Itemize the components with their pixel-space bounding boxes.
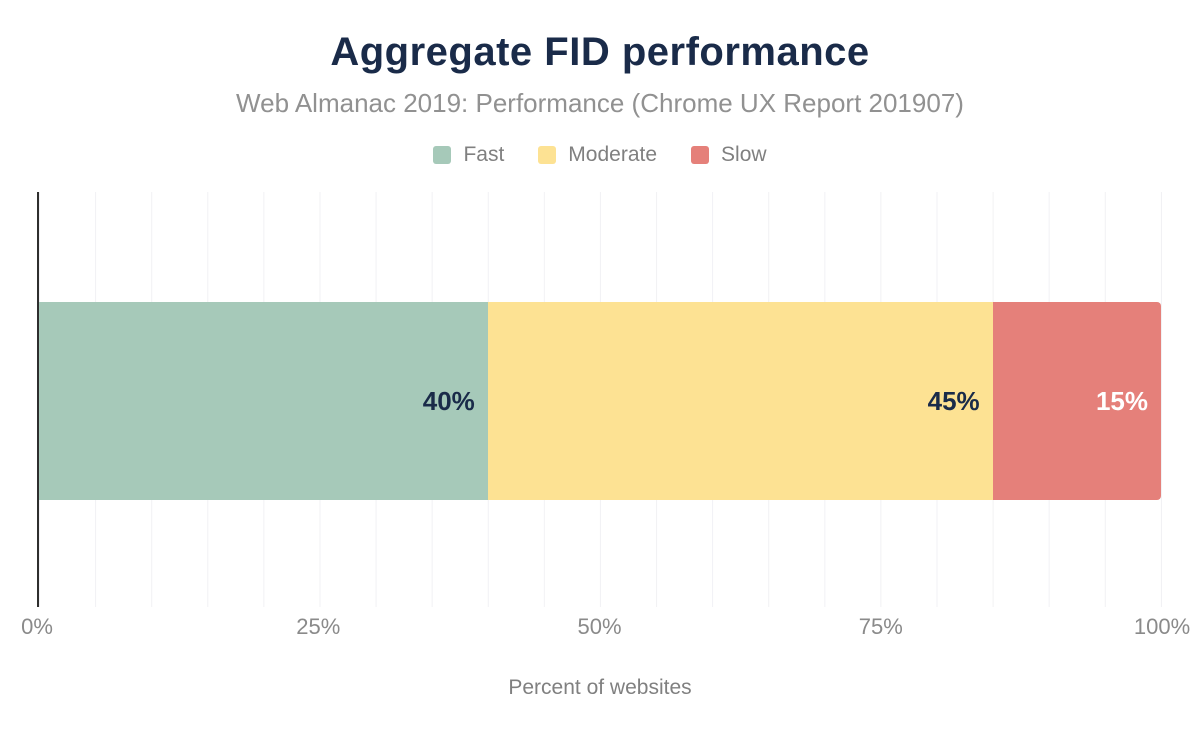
legend-label: Slow <box>721 143 767 166</box>
stacked-bar: 40% 45% 15% <box>39 302 1161 500</box>
legend: Fast Moderate Slow <box>0 143 1200 167</box>
x-axis-ticks: 0% 25% 50% 75% 100% <box>21 614 1190 644</box>
bar-segment-slow: 15% <box>992 302 1161 500</box>
bar-value-label: 40% <box>422 385 475 416</box>
x-axis-tick: 0% <box>21 614 53 639</box>
legend-item-slow: Slow <box>691 143 767 167</box>
x-axis-tick: 100% <box>1133 614 1191 639</box>
x-axis-tick: 25% <box>296 614 341 639</box>
bar-segment-moderate: 45% <box>487 302 993 500</box>
x-axis-tick: 50% <box>577 614 622 639</box>
chart-title: Aggregate FID performance <box>330 30 870 74</box>
legend-swatch-moderate <box>538 146 557 164</box>
legend-swatch-slow <box>691 146 710 164</box>
x-axis-tick: 75% <box>858 614 903 639</box>
legend-swatch-fast <box>433 146 452 164</box>
legend-label: Fast <box>463 143 505 166</box>
legend-item-fast: Fast <box>433 143 504 167</box>
x-axis-label: Percent of websites <box>508 676 692 699</box>
legend-item-moderate: Moderate <box>538 143 657 167</box>
chart-subtitle: Web Almanac 2019: Performance (Chrome UX… <box>236 88 964 118</box>
bar-value-label: 15% <box>1095 385 1148 416</box>
bar-value-label: 45% <box>927 385 980 416</box>
plot-area: 40% 45% 15% <box>37 192 1162 607</box>
legend-label: Moderate <box>568 143 658 166</box>
bar-segment-fast: 40% <box>39 302 488 500</box>
